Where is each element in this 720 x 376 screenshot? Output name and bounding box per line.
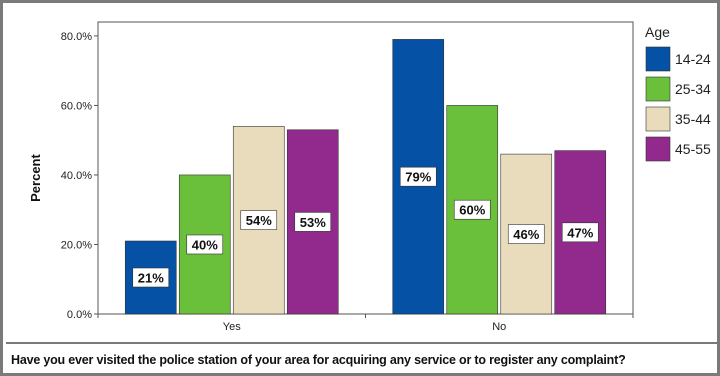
data-label: 46% [513,227,539,242]
data-label: 79% [405,170,431,185]
plot-panel: 0.0% 20.0% 40.0% 60.0% 80.0% Percent Yes 21% 40%… [6,6,720,341]
legend-swatch-35-44 [645,106,671,132]
question-bar: Have you ever visited the police station… [6,342,720,376]
data-label-box [561,222,599,243]
legend-label: 14-24 [675,51,711,67]
y-tick-label: 20.0% [61,239,92,251]
legend-swatch-25-34 [645,76,671,102]
x-category-label: No [492,321,506,333]
legend-label: 25-34 [675,81,711,97]
data-label: 53% [300,215,326,230]
y-tick-label: 0.0% [67,309,92,321]
survey-question: Have you ever visited the police station… [11,353,626,367]
legend-label: 45-55 [675,141,711,157]
data-label-box [132,267,170,288]
legend-swatch-14-24 [645,46,671,72]
y-tick-label: 60.0% [61,100,92,112]
legend-title: Age [645,24,670,40]
bar-chart: 0.0% 20.0% 40.0% 60.0% 80.0% Percent Yes 21% 40%… [28,21,711,333]
plot-area-border [97,21,634,315]
legend-label: 35-44 [675,111,711,127]
data-label: 40% [192,237,218,252]
data-label-box [240,210,278,230]
data-label-box [186,234,224,255]
data-label: 54% [246,213,272,228]
data-label: 60% [459,203,485,218]
legend-swatch-45-55 [645,136,671,162]
y-axis-label: Percent [28,153,43,201]
data-label: 47% [567,225,593,240]
y-tick-label: 80.0% [61,31,92,43]
data-label-box [507,224,545,244]
y-tick-label: 40.0% [61,170,92,182]
data-label: 21% [138,271,164,286]
data-label-box [399,166,437,187]
data-label-box [453,199,491,220]
x-category-label: Yes [223,321,241,333]
data-label-box [294,212,332,232]
